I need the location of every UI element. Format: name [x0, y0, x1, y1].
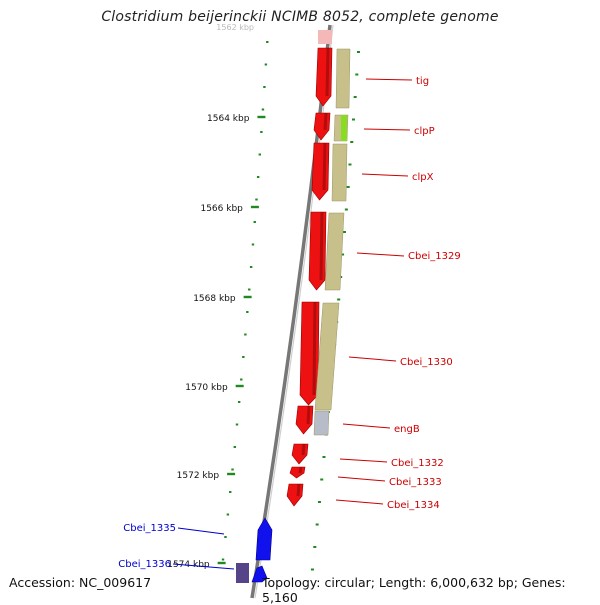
gene-arrow-Cbei-1330	[299, 301, 320, 406]
gene-label-Cbei-1333: Cbei_1333	[389, 477, 442, 488]
gene-label-Cbei-1332-leader	[339, 458, 388, 463]
gene-arrow-Cbei-1332-shade	[301, 443, 306, 456]
gene-arrow-Cbei-1329-shade	[319, 211, 324, 281]
gene-label-clpX-leader	[361, 173, 409, 177]
gene-label-Cbei-1330: Cbei_1330	[400, 357, 453, 368]
gene-arrow-clpP-shade	[323, 112, 328, 131]
tick-label: 1568 kbp	[193, 294, 236, 304]
scale-ticks: 1564 kbp 1566 kbp 1568 kbp 1570 kbp 1572 kbp…	[167, 23, 360, 571]
gene-label-Cbei-1335-leader	[177, 527, 225, 535]
accession-text: Accession: NC_009617	[9, 575, 152, 590]
gene-label-Cbei-1329: Cbei_1329	[408, 251, 461, 262]
gene-label-Cbei-1335: Cbei_1335	[123, 523, 176, 534]
gene-label-Cbei-1330-leader	[348, 356, 397, 362]
gene-arrow-clpX-shade	[322, 142, 327, 191]
gene-label-tig: tig	[416, 76, 429, 87]
gene-label-clpX: clpX	[412, 172, 434, 183]
gene-arrow-engB	[295, 405, 314, 435]
gene-label-engB: engB	[394, 424, 420, 435]
gene-arrow-Cbei-1332	[291, 443, 309, 465]
cog-bar-Cbei-1329	[324, 212, 345, 291]
gene-label-Cbei-1336-leader	[172, 563, 235, 570]
cog-bar-Cbei-1336	[236, 563, 249, 583]
genome-title: Clostridium beijerinckii NCIMB 8052, com…	[101, 9, 499, 25]
features-layer	[236, 30, 351, 583]
gene-label-Cbei-1334-leader	[335, 499, 384, 505]
partial-feature	[318, 30, 332, 44]
gene-arrow-Cbei-1329	[308, 211, 327, 291]
gene-arrow-tig	[315, 47, 333, 107]
tick-label: 1570 kbp	[185, 383, 228, 393]
gene-arrow-Cbei-1330-shade	[312, 301, 317, 396]
cog-bar-engB	[313, 410, 330, 436]
gene-label-Cbei-1336: Cbei_1336	[118, 559, 171, 570]
gene-labels-layer: tig clpP clpX Cbei_1329 Cbei_1330 engB Cbei_13…	[118, 76, 460, 570]
gene-arrow-Cbei-1335	[255, 517, 273, 561]
gene-arrow-Cbei-1334-shade	[296, 483, 301, 497]
gene-label-clpP-leader	[363, 128, 411, 131]
gene-arrow-tig-shade	[325, 47, 330, 97]
gene-label-Cbei-1332: Cbei_1332	[391, 458, 444, 469]
gene-label-tig-leader	[365, 78, 413, 81]
gene-label-Cbei-1329-leader	[356, 252, 405, 257]
gene-label-clpP: clpP	[414, 126, 435, 137]
topology-text: Topology: circular; Length: 6,000,632 bp…	[262, 575, 566, 605]
gene-arrow-engB-shade	[306, 405, 311, 425]
gene-arrow-Cbei-1333	[289, 466, 306, 479]
cog-bar-Cbei-1330	[314, 302, 340, 411]
gene-arrow-Cbei-1336	[251, 565, 268, 583]
gene-arrow-clpP	[313, 112, 331, 141]
gene-label-Cbei-1333-leader	[337, 476, 386, 482]
backbone-layer	[250, 24, 334, 599]
cog-bar-tig	[335, 48, 351, 109]
gene-arrow-Cbei-1333-shade	[298, 466, 303, 474]
tick-label: 1566 kbp	[200, 204, 243, 214]
tick-label: 1572 kbp	[177, 471, 220, 481]
cog-bar-clpX	[331, 143, 348, 202]
tick-label: 1564 kbp	[207, 114, 250, 124]
gene-label-Cbei-1334: Cbei_1334	[387, 500, 440, 511]
gene-arrow-Cbei-1334	[286, 483, 304, 507]
tick-label-partial: 1562 kbp	[216, 23, 254, 32]
cog-bar-clpP-green	[341, 115, 347, 141]
gene-label-engB-leader	[342, 423, 391, 429]
gene-arrow-clpX	[311, 142, 330, 201]
